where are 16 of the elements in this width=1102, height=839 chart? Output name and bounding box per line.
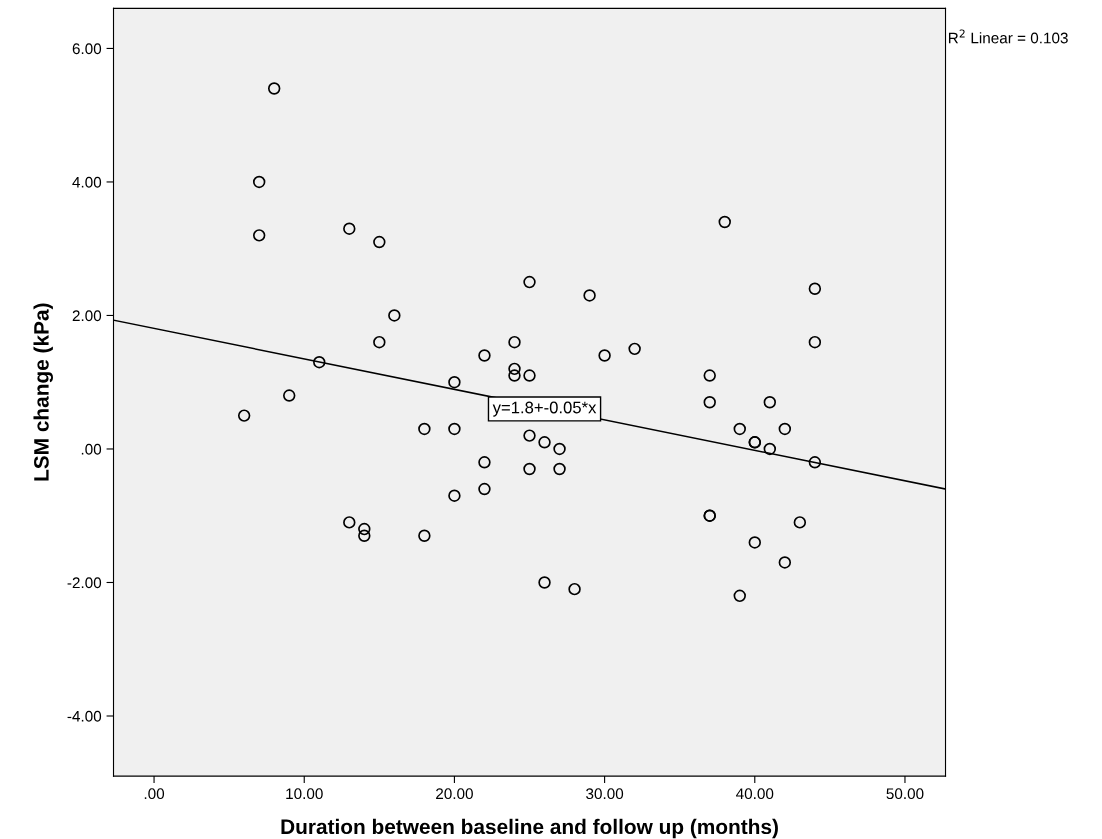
x-tick-label: .00: [144, 788, 165, 800]
x-axis-title: Duration between baseline and follow up (months): [281, 818, 778, 839]
annotation: y=1.8+-0.05*x: [492, 401, 597, 417]
y-tick-label: 4.00: [72, 176, 102, 188]
y-tick-label: 2.00: [72, 310, 102, 322]
x-tick-label: 10.00: [286, 788, 323, 800]
y-tick-label: -4.00: [67, 710, 102, 722]
x-tick-label: 30.00: [586, 788, 624, 800]
x-tick-label: 20.00: [436, 788, 473, 800]
y-axis-title: LSM change (kPa): [33, 303, 53, 481]
x-tick-label: 50.00: [886, 788, 924, 800]
y-tick-label: 6.00: [72, 43, 102, 55]
y-tick-label: .00: [81, 443, 102, 455]
y-tick-label: -2.00: [67, 577, 102, 589]
x-tick-label: 40.00: [736, 788, 774, 800]
text: R$^{2}$ Linear = 0.103: [948, 29, 1068, 44]
